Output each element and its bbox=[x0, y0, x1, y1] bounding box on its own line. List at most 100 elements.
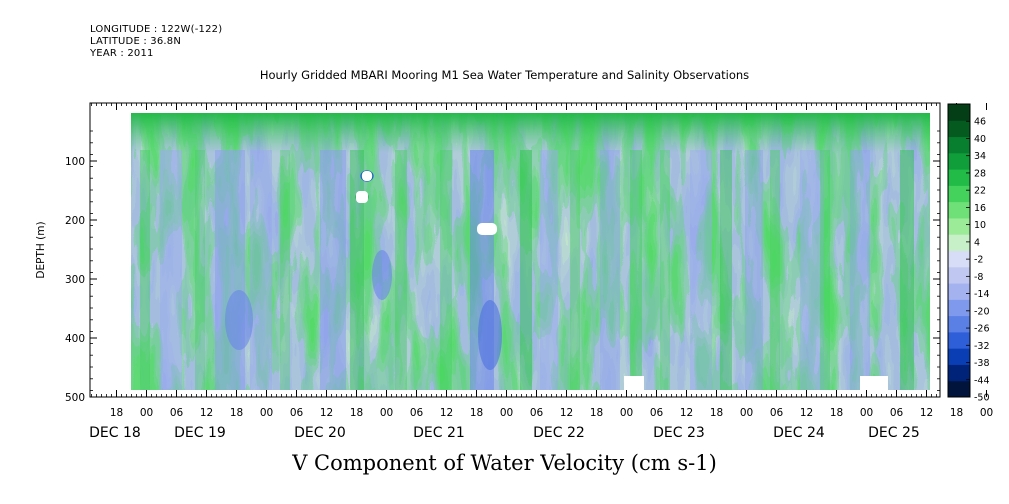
field-core-2 bbox=[372, 250, 392, 300]
colorbar-label: -38 bbox=[974, 358, 990, 369]
x-tick-label: 18 bbox=[830, 407, 843, 419]
plot-title: Hourly Gridded MBARI Mooring M1 Sea Wate… bbox=[259, 68, 750, 82]
y-tick-label: 200 bbox=[65, 215, 85, 227]
x-tick-label: 18 bbox=[590, 407, 603, 419]
gap-4 bbox=[624, 376, 644, 390]
colorbar-swatch bbox=[948, 380, 970, 398]
field-band-6 bbox=[690, 150, 712, 390]
colorbar-swatch bbox=[948, 152, 970, 170]
gap-5 bbox=[860, 376, 888, 390]
x-tick-label: 18 bbox=[350, 407, 363, 419]
field-band-17 bbox=[520, 150, 532, 390]
field-band-12 bbox=[195, 150, 205, 390]
field-band-7 bbox=[745, 150, 763, 390]
x-tick-label: 00 bbox=[380, 407, 393, 419]
colorbar-swatch bbox=[948, 136, 970, 154]
colorbar-swatch bbox=[948, 283, 970, 300]
field-band-10 bbox=[160, 150, 182, 390]
colorbar-swatch bbox=[948, 217, 970, 235]
plot-frame bbox=[89, 102, 941, 398]
x-date-label: DEC 19 bbox=[174, 425, 226, 441]
field-band-4 bbox=[540, 150, 558, 390]
x-tick-label: 00 bbox=[500, 407, 513, 419]
colorbar-swatch bbox=[948, 234, 970, 251]
longitude-label: LONGITUDE : 122W(-122) bbox=[90, 24, 223, 35]
y-axis-ticks: 100 200 300 400 500 bbox=[65, 130, 940, 404]
y-tick-label: 400 bbox=[65, 333, 85, 345]
x-tick-label: 06 bbox=[770, 407, 784, 419]
colorbar-swatch bbox=[948, 120, 970, 138]
field-band-24 bbox=[900, 150, 914, 390]
gap-1 bbox=[362, 171, 372, 181]
x-tick-label: 06 bbox=[290, 407, 304, 419]
field-band-21 bbox=[720, 150, 732, 390]
x-tick-label: 12 bbox=[560, 407, 573, 419]
gap-2 bbox=[356, 191, 368, 203]
x-tick-label: 00 bbox=[260, 407, 273, 419]
x-tick-label: 06 bbox=[530, 407, 544, 419]
colorbar-swatch bbox=[948, 185, 970, 203]
x-tick-label: 12 bbox=[320, 407, 333, 419]
field-band-5 bbox=[600, 150, 620, 390]
colorbar-label: 16 bbox=[974, 203, 986, 214]
colorbar-label: 22 bbox=[974, 186, 986, 197]
colorbar-swatch bbox=[948, 331, 970, 349]
field-band-18 bbox=[570, 150, 580, 390]
latitude-label: LATITUDE : 36.8N bbox=[90, 36, 182, 47]
plot-area bbox=[131, 113, 930, 390]
field-band-9 bbox=[850, 150, 870, 390]
colorbar-swatch bbox=[948, 315, 970, 333]
x-tick-label: 18 bbox=[230, 407, 243, 419]
colorbar-swatch bbox=[948, 250, 970, 268]
colorbar-swatch bbox=[948, 169, 970, 186]
colorbar-label: -20 bbox=[974, 306, 990, 317]
colorbar-label: -50 bbox=[974, 393, 990, 404]
field-band-11 bbox=[140, 150, 150, 390]
field-band-1 bbox=[250, 150, 272, 390]
y-tick-label: 500 bbox=[65, 392, 85, 404]
gap-3 bbox=[477, 223, 497, 235]
x-tick-label: 00 bbox=[860, 407, 873, 419]
x-tick-label: 06 bbox=[170, 407, 184, 419]
colorbar-label: -26 bbox=[974, 324, 990, 335]
missing-data-gaps bbox=[356, 171, 888, 390]
x-tick-label: 12 bbox=[680, 407, 693, 419]
colorbar-label: -2 bbox=[974, 255, 983, 266]
x-date-label: DEC 23 bbox=[653, 425, 705, 441]
field-band-8 bbox=[800, 150, 824, 390]
field-surface-layer bbox=[131, 113, 930, 153]
x-tick-label: 18 bbox=[470, 407, 483, 419]
x-tick-label: 06 bbox=[650, 407, 664, 419]
field-bands bbox=[140, 150, 914, 390]
x-date-label: DEC 20 bbox=[294, 425, 346, 441]
x-axis-ticks: 18 00 06 12 18 00 06 12 18 00 06 12 18 00 06 12 18 00 06 12… bbox=[89, 103, 993, 441]
colorbar-swatch bbox=[948, 104, 970, 121]
field-band-20 bbox=[660, 150, 670, 390]
x-tick-label: 00 bbox=[740, 407, 753, 419]
colorbar-swatch bbox=[948, 348, 970, 365]
colorbar-label: 4 bbox=[974, 237, 980, 248]
field-core-1 bbox=[225, 290, 253, 350]
colorbar-label: 34 bbox=[974, 151, 986, 162]
x-tick-label: 12 bbox=[440, 407, 453, 419]
y-tick-label: 300 bbox=[65, 274, 85, 286]
field-band-22 bbox=[770, 150, 780, 390]
colorbar-label: 10 bbox=[974, 220, 986, 231]
x-date-label: DEC 22 bbox=[533, 425, 585, 441]
x-tick-label: 00 bbox=[620, 407, 633, 419]
x-axis-label: V Component of Water Velocity (cm s-1) bbox=[292, 451, 717, 475]
field-band-15 bbox=[395, 150, 407, 390]
field-core-0 bbox=[478, 300, 502, 370]
colorbar-swatch bbox=[948, 299, 970, 317]
colorbar-label: 28 bbox=[974, 168, 986, 179]
colorbar-swatch bbox=[948, 364, 970, 382]
x-tick-label: 18 bbox=[110, 407, 123, 419]
colorbar-label: -8 bbox=[974, 272, 983, 283]
x-tick-label: 06 bbox=[890, 407, 904, 419]
x-tick-label: 18 bbox=[710, 407, 723, 419]
x-date-label: DEC 18 bbox=[89, 425, 141, 441]
x-date-label: DEC 24 bbox=[773, 425, 825, 441]
field-band-13 bbox=[280, 150, 290, 390]
colorbar-swatch bbox=[948, 201, 970, 219]
